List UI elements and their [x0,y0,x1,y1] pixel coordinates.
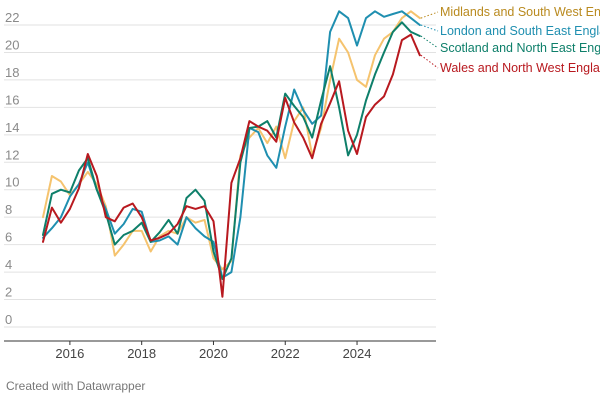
y-tick-label: 4 [5,257,12,272]
label-connector [420,54,439,69]
y-tick-label: 20 [5,37,19,52]
x-tick-label: 2016 [55,346,84,361]
y-tick-label: 6 [5,230,12,245]
y-tick-label: 16 [5,92,19,107]
series-label: London and South East England [440,24,600,38]
series-line-1 [42,10,421,279]
y-tick-label: 18 [5,65,19,80]
x-tick-label: 2020 [199,346,228,361]
y-tick-label: 8 [5,202,12,217]
series-line-0 [42,10,421,271]
series-label: Midlands and South West England [440,5,600,19]
x-tick-label: 2018 [127,346,156,361]
direct-series-labels: Midlands and South West England London an… [420,5,600,75]
y-axis-tick-labels: 0 2 4 6 8 10 12 14 16 18 20 22 [5,10,19,327]
label-connector [420,24,439,32]
series-label: Wales and North West England [440,61,600,75]
series-line-2 [42,21,421,280]
x-axis: 2016 2018 2020 2022 2024 [4,340,436,361]
y-tick-label: 0 [5,312,12,327]
y-tick-label: 10 [5,175,19,190]
series-label: Scotland and North East England [440,41,600,55]
label-connector [420,35,439,49]
datawrapper-credit: Created with Datawrapper [6,379,146,393]
label-connector [420,11,439,19]
x-tick-label: 2022 [271,346,300,361]
y-tick-label: 2 [5,285,12,300]
x-tick-label: 2024 [343,346,372,361]
series-lines [42,10,421,298]
y-tick-label: 12 [5,147,19,162]
y-tick-label: 14 [5,120,19,135]
series-line-3 [42,33,421,298]
y-tick-label: 22 [5,10,19,25]
